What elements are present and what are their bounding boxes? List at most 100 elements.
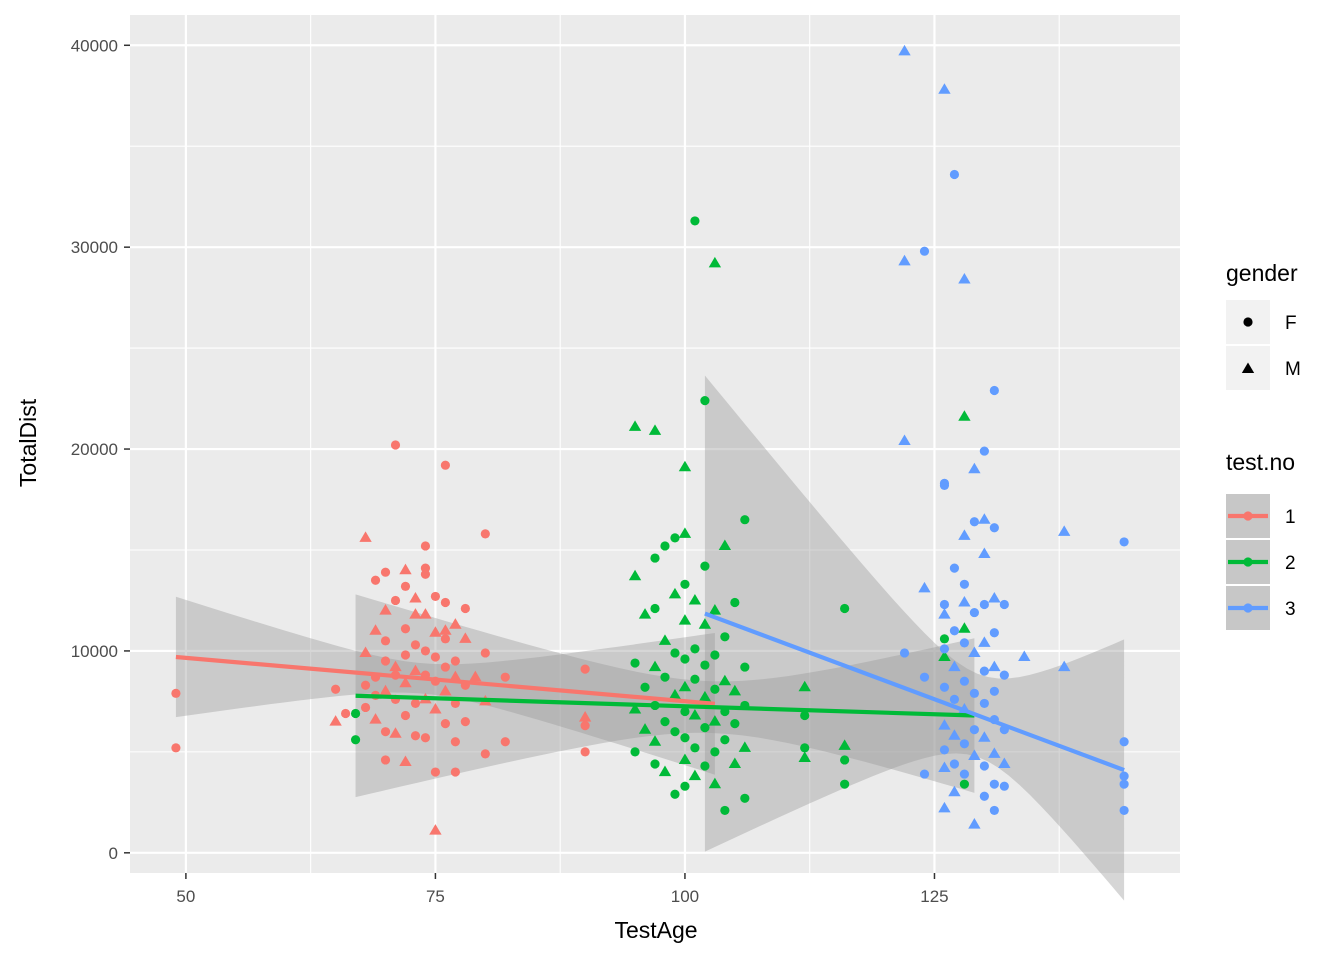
- point-3: [968, 462, 981, 474]
- point-3: [939, 745, 950, 755]
- point-2: [840, 603, 850, 614]
- point-1: [430, 591, 441, 602]
- point-2: [638, 723, 652, 734]
- point-1: [399, 676, 412, 688]
- grid-minor: [130, 15, 1180, 873]
- x-tick-label: 100: [671, 887, 699, 906]
- point-1: [450, 698, 460, 709]
- point-3: [1119, 737, 1129, 747]
- point-3: [938, 608, 951, 619]
- point-3: [939, 682, 950, 692]
- point-2: [710, 650, 720, 660]
- point-2: [688, 769, 702, 781]
- legend-symbol-triangle: [1241, 362, 1255, 374]
- point-1: [399, 755, 412, 766]
- point-1: [460, 716, 470, 727]
- point-3: [918, 581, 931, 593]
- point-2: [720, 632, 730, 642]
- trend-line-3: [704, 611, 1125, 773]
- point-2: [688, 709, 702, 720]
- point-2: [800, 743, 810, 753]
- point-3: [969, 607, 979, 618]
- point-1: [449, 670, 462, 682]
- point-2: [700, 561, 710, 571]
- point-2: [840, 779, 850, 789]
- point-2: [798, 751, 811, 762]
- point-2: [798, 680, 811, 692]
- point-2: [668, 688, 682, 700]
- y-tick-label: 0: [109, 844, 118, 863]
- point-2: [958, 622, 971, 633]
- point-3: [1119, 537, 1129, 547]
- y-tick-label: 30000: [71, 238, 118, 257]
- point-1: [340, 708, 351, 719]
- point-3: [949, 169, 960, 180]
- point-2: [720, 805, 730, 816]
- point-2: [728, 684, 742, 696]
- point-1: [420, 569, 431, 579]
- point-2: [958, 410, 971, 421]
- point-2: [938, 650, 951, 662]
- point-3: [948, 729, 961, 740]
- point-1: [370, 575, 381, 585]
- legend-label-F: F: [1285, 313, 1297, 334]
- point-2: [630, 747, 640, 757]
- point-1: [480, 529, 490, 539]
- point-1: [450, 737, 460, 747]
- point-3: [988, 660, 1001, 672]
- point-3: [989, 779, 999, 789]
- point-3: [979, 446, 989, 456]
- point-3: [978, 547, 991, 559]
- point-1: [439, 624, 452, 635]
- point-1: [380, 567, 391, 577]
- point-3: [968, 818, 981, 829]
- point-3: [989, 805, 999, 816]
- point-2: [708, 777, 722, 789]
- point-3: [919, 769, 930, 779]
- point-1: [400, 581, 411, 591]
- point-1: [360, 680, 371, 690]
- point-1: [480, 648, 490, 658]
- point-1: [419, 608, 432, 619]
- point-2: [628, 569, 642, 581]
- point-2: [708, 256, 722, 268]
- point-2: [720, 735, 730, 745]
- point-3: [939, 644, 950, 654]
- point-2: [350, 708, 361, 719]
- point-3: [959, 579, 970, 589]
- point-2: [350, 735, 361, 745]
- point-3: [979, 599, 989, 610]
- point-2: [670, 648, 680, 658]
- point-1: [429, 702, 442, 714]
- point-3: [999, 670, 1009, 680]
- point-2: [730, 719, 740, 729]
- point-3: [979, 666, 989, 676]
- legend-label-M: M: [1285, 359, 1301, 380]
- point-2: [708, 604, 722, 615]
- point-3: [998, 757, 1011, 769]
- point-1: [500, 672, 510, 682]
- point-3: [919, 246, 930, 256]
- point-1: [429, 824, 442, 835]
- point-3: [979, 698, 989, 709]
- legend-dot-2: [1243, 557, 1253, 567]
- point-2: [650, 603, 660, 614]
- x-tick-label: 75: [426, 887, 445, 906]
- confidence-band-2: [355, 594, 975, 798]
- point-1: [380, 755, 391, 765]
- point-2: [690, 674, 700, 684]
- point-3: [938, 761, 951, 773]
- point-3: [1058, 660, 1071, 672]
- point-2: [700, 660, 710, 670]
- point-3: [1119, 771, 1129, 781]
- point-2: [628, 420, 642, 431]
- point-3: [959, 676, 970, 686]
- point-1: [578, 711, 592, 722]
- point-3: [979, 791, 989, 801]
- point-1: [410, 698, 421, 709]
- point-3: [919, 672, 930, 682]
- legend-label-2: 2: [1285, 553, 1296, 574]
- point-2: [690, 216, 700, 226]
- point-3: [949, 563, 960, 573]
- point-3: [898, 44, 911, 56]
